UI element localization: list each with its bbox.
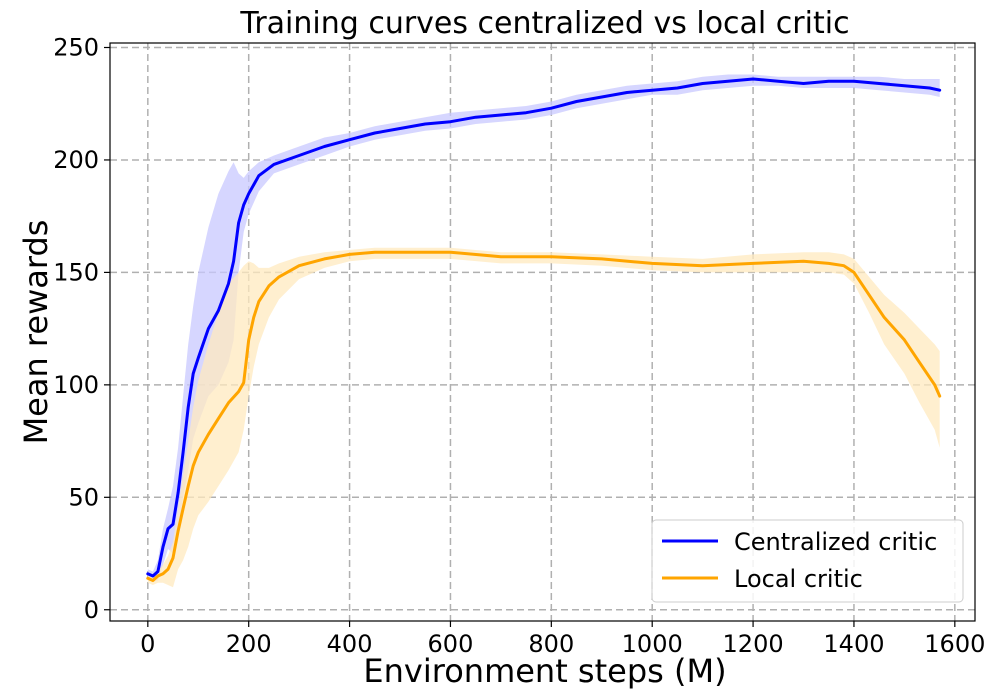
y-axis-title: Mean rewards (17, 220, 55, 445)
axis-ticks: 0 200 400 600 800 1000 1200 1400 1600 0 50 100 150 20… (53, 33, 985, 658)
x-axis-title: Environment steps (M) (363, 652, 726, 690)
y-tick-label: 200 (53, 146, 99, 174)
x-tick-label: 800 (528, 630, 574, 658)
line-local-critic (146, 250, 942, 582)
y-tick-label: 50 (68, 483, 99, 511)
y-tick-label: 150 (53, 258, 99, 286)
x-tick-label: 1600 (924, 630, 985, 658)
y-tick-label: 250 (53, 33, 99, 61)
plot-frame (109, 42, 976, 622)
series-lines (146, 77, 942, 582)
legend: Centralized critic Local critic (651, 519, 964, 603)
x-tick-label: 1000 (622, 630, 683, 658)
x-tick-label: 600 (428, 630, 474, 658)
y-tick-label: 0 (84, 596, 99, 624)
x-tick-label: 0 (140, 630, 155, 658)
legend-label-local-critic: Local critic (734, 565, 863, 593)
x-tick-label: 1200 (723, 630, 784, 658)
x-tick-label: 200 (226, 630, 272, 658)
line-centralized-critic (146, 77, 942, 578)
legend-box (651, 519, 964, 603)
y-tick-label: 100 (53, 371, 99, 399)
legend-label-centralized-critic: Centralized critic (734, 528, 937, 556)
x-tick-label: 1400 (823, 630, 884, 658)
x-tick-label: 400 (327, 630, 373, 658)
chart-title: Training curves centralized vs local cri… (239, 6, 849, 41)
